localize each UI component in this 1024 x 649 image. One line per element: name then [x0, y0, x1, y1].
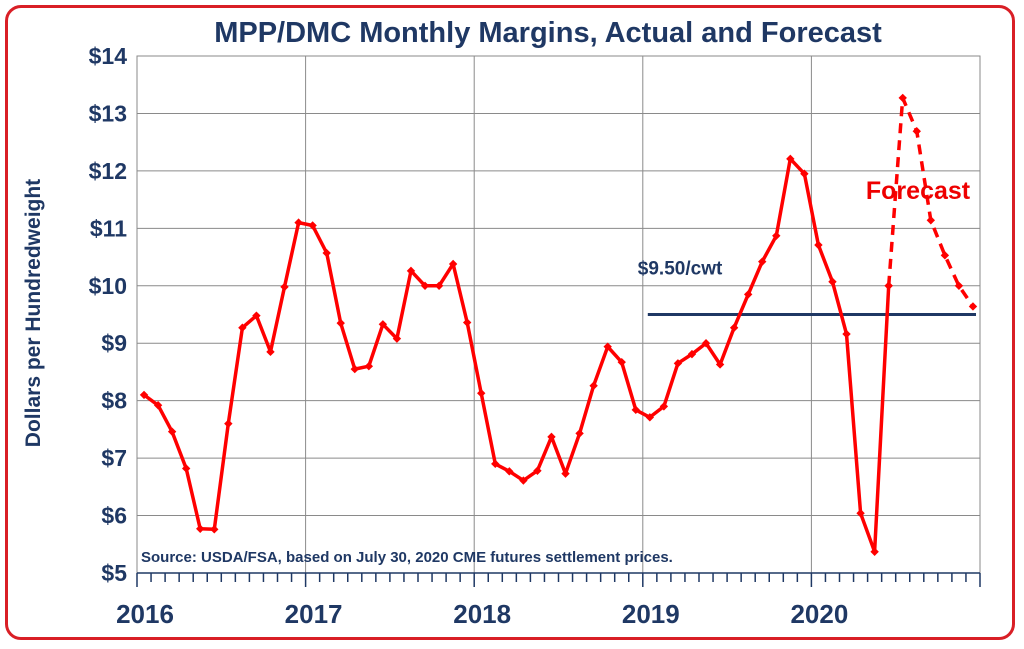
actual-data-point — [280, 282, 289, 292]
y-tick-label: $12 — [89, 158, 127, 184]
forecast-data-point — [898, 93, 907, 103]
actual-data-point — [448, 259, 458, 269]
actual-data-point — [786, 154, 795, 164]
forecast-data-point — [884, 281, 893, 290]
actual-data-point — [153, 401, 163, 410]
y-axis-label: Dollars per Hundredweight — [22, 179, 45, 447]
actual-data-point — [266, 347, 275, 357]
actual-data-point — [729, 323, 739, 332]
actual-data-point — [378, 320, 388, 329]
actual-data-point — [533, 466, 542, 475]
actual-data-point — [701, 339, 711, 348]
actual-data-point — [631, 405, 640, 415]
series-lines — [142, 96, 975, 554]
actual-data-point — [350, 364, 359, 374]
actual-data-point — [392, 334, 402, 343]
actual-data-point — [196, 524, 205, 533]
forecast-data-point — [912, 127, 921, 136]
x-tick-label: 2020 — [790, 599, 848, 629]
actual-data-point — [139, 390, 149, 400]
actual-data-point — [406, 266, 416, 276]
actual-data-point — [238, 323, 247, 332]
actual-data-point — [603, 342, 612, 351]
actual-data-point — [210, 525, 219, 534]
forecast-label: Forecast — [866, 177, 971, 205]
tick-labels: $5 $6 $7 $8 $9 $10 $11 $12 $13 $14 2016 2017 2018 201… — [89, 43, 849, 629]
forecast-data-point — [940, 251, 950, 260]
reference-line-label: $9.50/cwt — [638, 259, 723, 280]
actual-data-point — [364, 362, 374, 371]
actual-data-point — [561, 469, 570, 478]
actual-data-point — [224, 419, 233, 428]
actual-data-point — [758, 257, 767, 266]
y-tick-label: $9 — [101, 330, 127, 356]
actual-data-point — [645, 413, 655, 422]
y-tick-label: $13 — [89, 100, 127, 126]
actual-data-point — [772, 231, 781, 241]
y-tick-label: $11 — [90, 215, 127, 241]
actual-data-point — [814, 240, 823, 250]
actual-data-point — [673, 359, 683, 368]
x-tick-label: 2016 — [116, 599, 174, 629]
actual-data-point — [420, 281, 430, 290]
actual-series-line — [142, 157, 891, 554]
actual-data-point — [434, 281, 444, 290]
x-tick-label: 2017 — [285, 599, 343, 629]
actual-data-point — [659, 402, 669, 411]
actual-data-point — [617, 357, 626, 367]
actual-data-point — [294, 218, 303, 227]
actual-data-point — [575, 429, 584, 438]
chart-title: MPP/DMC Monthly Margins, Actual and Fore… — [214, 17, 882, 49]
forecast-data-point — [954, 281, 964, 290]
actual-data-point — [687, 349, 697, 359]
actual-data-point — [828, 277, 837, 286]
actual-data-point — [547, 432, 556, 442]
axis-ticks — [136, 572, 981, 587]
chart-frame — [5, 5, 1015, 640]
actual-data-point — [462, 318, 472, 327]
forecast-data-point — [968, 302, 978, 311]
actual-data-point — [715, 360, 725, 369]
series-points — [139, 93, 978, 556]
actual-data-point — [491, 459, 500, 469]
actual-data-point — [322, 248, 331, 258]
source-note: Source: USDA/FSA, based on July 30, 2020… — [141, 549, 673, 566]
actual-data-point — [589, 381, 598, 390]
actual-data-point — [870, 547, 879, 556]
actual-data-point — [856, 509, 865, 518]
x-tick-label: 2019 — [622, 599, 680, 629]
actual-data-point — [800, 169, 809, 178]
actual-data-point — [308, 221, 317, 230]
forecast-data-point — [926, 216, 936, 225]
actual-data-point — [181, 464, 191, 473]
y-tick-label: $5 — [101, 560, 127, 586]
y-tick-label: $6 — [101, 503, 127, 529]
actual-data-point — [519, 476, 528, 485]
x-tick-label: 2018 — [453, 599, 511, 629]
y-tick-label: $10 — [89, 273, 127, 299]
actual-data-point — [252, 311, 261, 320]
y-tick-label: $8 — [101, 388, 127, 414]
actual-data-point — [505, 467, 514, 476]
actual-data-point — [336, 318, 345, 328]
actual-data-point — [743, 290, 753, 299]
actual-data-point — [842, 329, 851, 339]
actual-data-point — [477, 388, 486, 398]
actual-data-point — [167, 427, 177, 436]
y-tick-label: $7 — [101, 445, 127, 471]
reference-line-group: $9.50/cwt — [638, 259, 976, 316]
y-tick-label: $14 — [89, 43, 128, 69]
